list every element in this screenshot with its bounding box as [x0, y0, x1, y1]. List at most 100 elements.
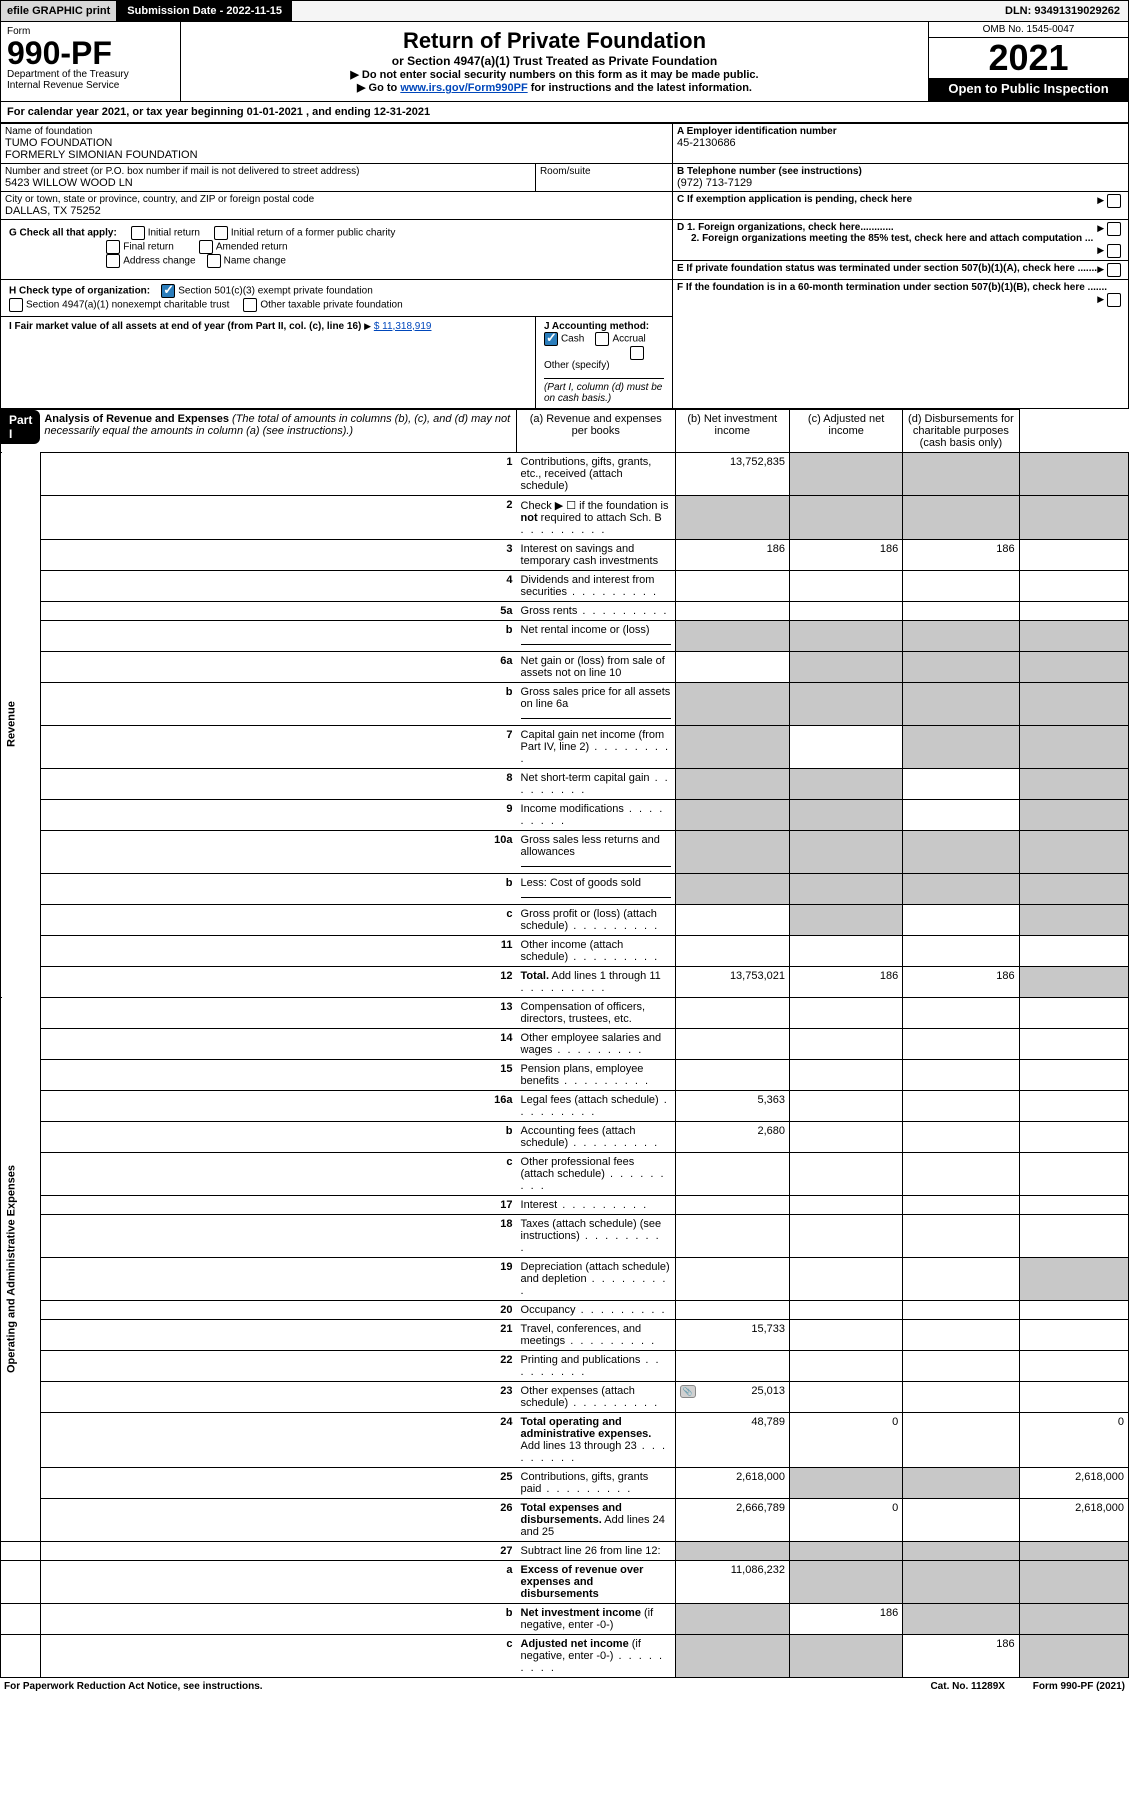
amount-a: 15,733: [675, 1319, 789, 1350]
table-row: 11Other income (attach schedule): [1, 935, 1129, 966]
amount-d: [1019, 1121, 1128, 1152]
note2-pre: ▶ Go to: [357, 82, 400, 94]
amount-d: [1019, 1300, 1128, 1319]
i-value-link[interactable]: $ 11,318,919: [374, 321, 432, 332]
amount-b: [790, 1541, 903, 1560]
j-accrual-checkbox[interactable]: [595, 332, 609, 346]
amount-d: [1019, 570, 1128, 601]
amount-b: [790, 904, 903, 935]
g-initial-former-checkbox[interactable]: [214, 226, 228, 240]
c-checkbox[interactable]: [1107, 194, 1121, 208]
line-description: Pension plans, employee benefits: [517, 1059, 676, 1090]
amount-c: [903, 1090, 1019, 1121]
g-name-label: Name change: [224, 255, 286, 266]
j-cash-checkbox[interactable]: [544, 332, 558, 346]
g-name-checkbox[interactable]: [207, 254, 221, 268]
table-row: cAdjusted net income (if negative, enter…: [1, 1634, 1129, 1677]
page-footer: For Paperwork Reduction Act Notice, see …: [0, 1678, 1129, 1695]
e-label: E If private foundation status was termi…: [677, 263, 1097, 274]
amount-d: [1019, 651, 1128, 682]
line-number: 4: [40, 570, 516, 601]
h-4947-checkbox[interactable]: [9, 298, 23, 312]
ein-label: A Employer identification number: [677, 126, 837, 137]
table-row: cGross profit or (loss) (attach schedule…: [1, 904, 1129, 935]
amount-c: [903, 830, 1019, 873]
j-other-checkbox[interactable]: [630, 346, 644, 360]
amount-c: [903, 1152, 1019, 1195]
line-description: Gross sales less returns and allowances: [517, 830, 676, 873]
f-checkbox[interactable]: [1107, 293, 1121, 307]
line-description: Gross rents: [517, 601, 676, 620]
amount-b: 0: [790, 1412, 903, 1467]
amount-c: [903, 904, 1019, 935]
amount-a: [675, 570, 789, 601]
table-row: 16aLegal fees (attach schedule)5,363: [1, 1090, 1129, 1121]
g-final-checkbox[interactable]: [106, 240, 120, 254]
amount-c: 186: [903, 1634, 1019, 1677]
blank-section-cell: [1, 1603, 41, 1634]
table-row: 21Travel, conferences, and meetings15,73…: [1, 1319, 1129, 1350]
amount-b: [790, 1634, 903, 1677]
amount-c: [903, 570, 1019, 601]
amount-a: [675, 651, 789, 682]
line-number: 5a: [40, 601, 516, 620]
table-row: bAccounting fees (attach schedule)2,680: [1, 1121, 1129, 1152]
line-description: Accounting fees (attach schedule): [517, 1121, 676, 1152]
amount-b: [790, 452, 903, 495]
line-description: Other employee salaries and wages: [517, 1028, 676, 1059]
h-other-checkbox[interactable]: [243, 298, 257, 312]
line-number: a: [40, 1560, 516, 1603]
form-title: Return of Private Foundation: [191, 28, 918, 54]
amount-b: [790, 873, 903, 904]
amount-b: [790, 1319, 903, 1350]
amount-b: [790, 601, 903, 620]
g-final-label: Final return: [123, 241, 174, 252]
line-number: 7: [40, 725, 516, 768]
e-checkbox[interactable]: [1107, 263, 1121, 277]
table-row: cOther professional fees (attach schedul…: [1, 1152, 1129, 1195]
efile-print-button[interactable]: efile GRAPHIC print: [1, 1, 117, 21]
amount-c: [903, 1195, 1019, 1214]
amount-c: [903, 1603, 1019, 1634]
d2-checkbox[interactable]: [1107, 244, 1121, 258]
d1-label: D 1. Foreign organizations, check here..…: [677, 222, 894, 233]
line-description: Total expenses and disbursements. Add li…: [517, 1498, 676, 1541]
j-accrual-label: Accrual: [612, 333, 645, 344]
form-header: Form 990-PF Department of the Treasury I…: [0, 22, 1129, 102]
table-row: 17Interest: [1, 1195, 1129, 1214]
amount-d: [1019, 1603, 1128, 1634]
d1-checkbox[interactable]: [1107, 222, 1121, 236]
j-note: (Part I, column (d) must be on cash basi…: [544, 382, 662, 404]
irs-label: Internal Revenue Service: [7, 80, 174, 91]
line-number: c: [40, 1152, 516, 1195]
footer-left: For Paperwork Reduction Act Notice, see …: [4, 1681, 263, 1692]
line-number: 13: [40, 997, 516, 1028]
amount-d: [1019, 799, 1128, 830]
top-bar: efile GRAPHIC print Submission Date - 20…: [0, 0, 1129, 22]
foundation-name-2: FORMERLY SIMONIAN FOUNDATION: [5, 149, 668, 161]
table-row: 4Dividends and interest from securities: [1, 570, 1129, 601]
form-id-block: Form 990-PF Department of the Treasury I…: [1, 22, 181, 101]
form990pf-link[interactable]: www.irs.gov/Form990PF: [400, 82, 527, 94]
attachment-icon[interactable]: 📎: [680, 1385, 696, 1398]
amount-c: [903, 768, 1019, 799]
amount-d: [1019, 1350, 1128, 1381]
amount-d: [1019, 1059, 1128, 1090]
h-other-label: Other taxable private foundation: [260, 299, 402, 310]
h-501c3-checkbox[interactable]: [161, 284, 175, 298]
amount-d: [1019, 873, 1128, 904]
amount-c: [903, 651, 1019, 682]
amount-d: [1019, 1257, 1128, 1300]
line-number: 10a: [40, 830, 516, 873]
city-value: DALLAS, TX 75252: [5, 205, 668, 217]
amount-c: [903, 1257, 1019, 1300]
table-row: bGross sales price for all assets on lin…: [1, 682, 1129, 725]
amount-a: [675, 1059, 789, 1090]
g-addr-checkbox[interactable]: [106, 254, 120, 268]
line-number: c: [40, 1634, 516, 1677]
g-initial-checkbox[interactable]: [131, 226, 145, 240]
amount-d: [1019, 1560, 1128, 1603]
line-number: 3: [40, 539, 516, 570]
amount-d: [1019, 1634, 1128, 1677]
g-amended-checkbox[interactable]: [199, 240, 213, 254]
